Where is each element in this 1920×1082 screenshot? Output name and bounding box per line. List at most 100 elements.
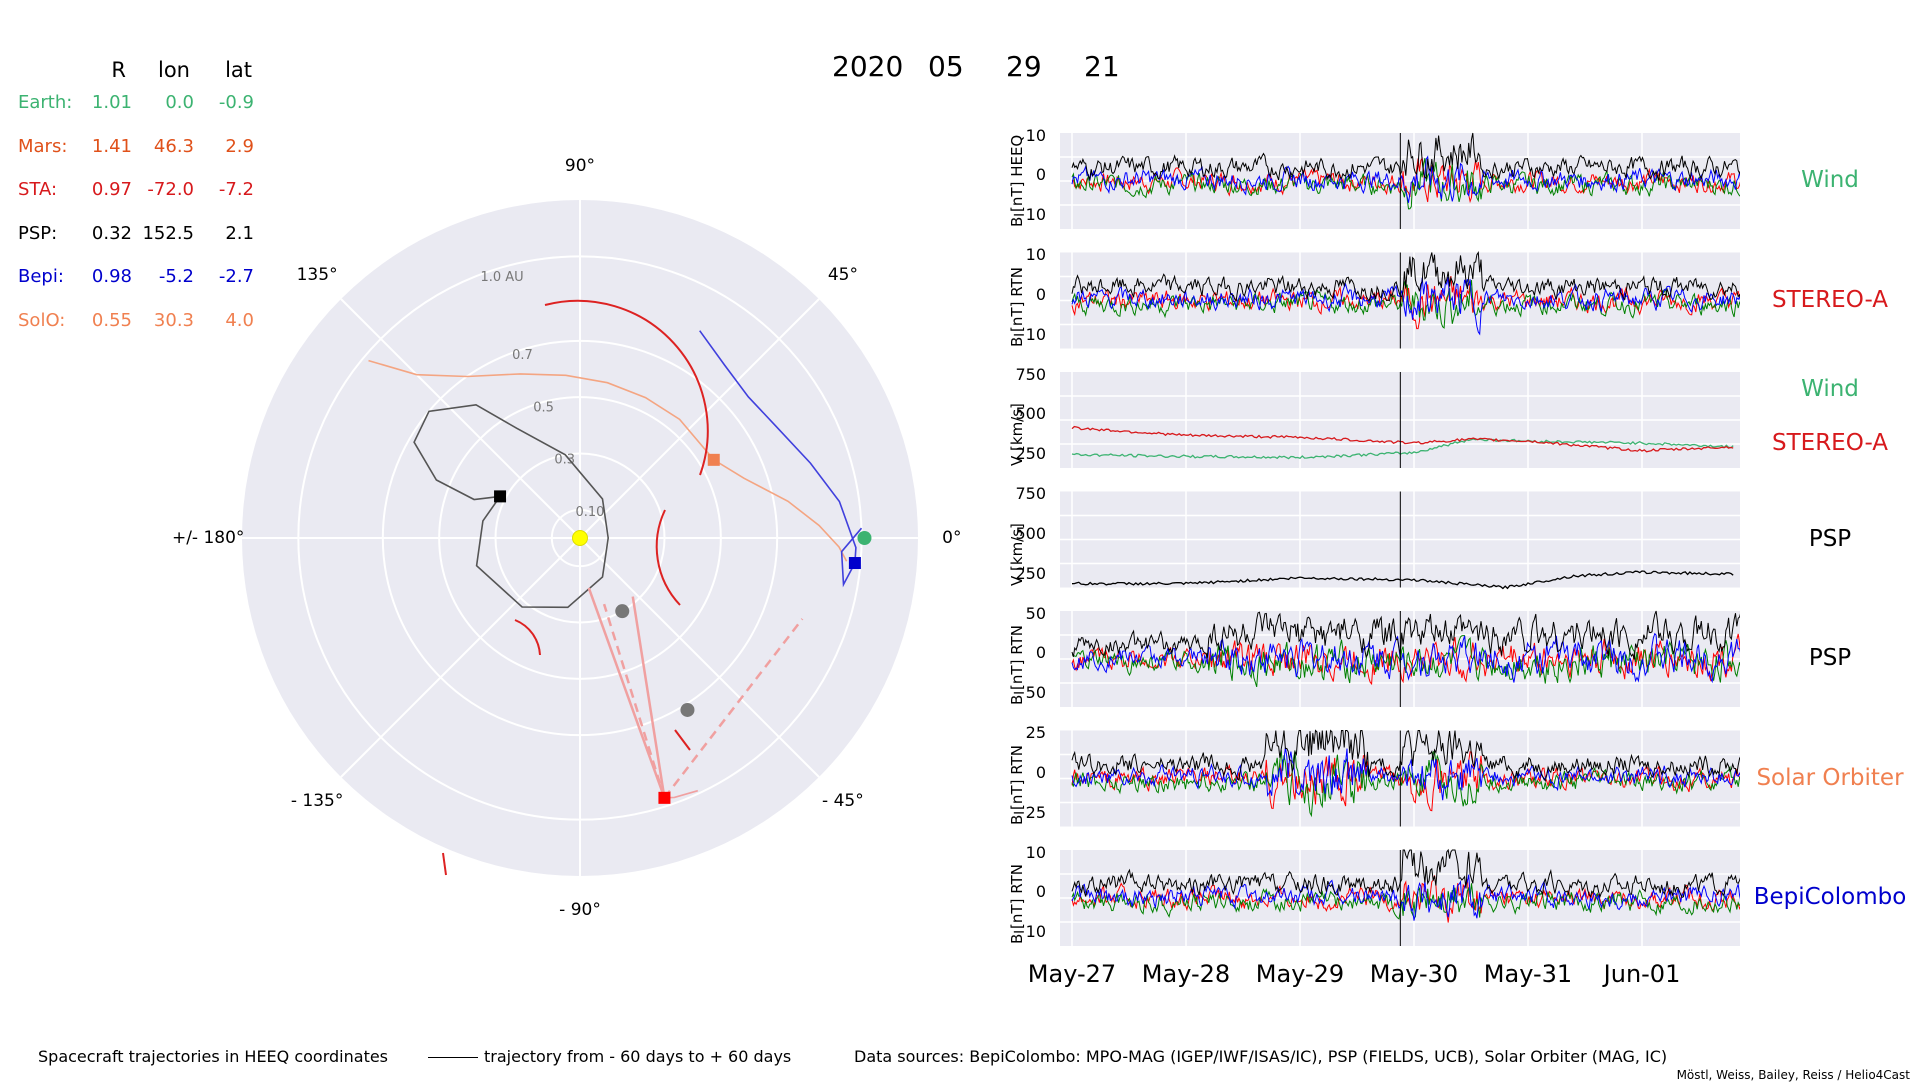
panel-ytick: 50: [1025, 603, 1046, 623]
header-day: 29: [1006, 50, 1042, 83]
series-line: [1071, 632, 1740, 684]
table-cell-lat: 2.1: [225, 222, 254, 244]
panel-instrument-label: Wind: [1801, 167, 1859, 193]
trajectory-bepi: [699, 330, 863, 588]
panel-ytick: 0: [1035, 882, 1046, 901]
table-cell-name: SolO:: [18, 309, 66, 331]
table-cell-lat: 4.0: [225, 309, 254, 331]
angle-label: 45°: [827, 265, 858, 286]
table-cell-r: 0.97: [91, 179, 132, 200]
sta-fov-line: [631, 596, 666, 799]
polar-ring: [381, 339, 779, 737]
planet-sun: [572, 530, 588, 546]
table-cell-lon: 30.3: [153, 309, 194, 331]
header-year: 2020: [832, 50, 904, 83]
panel-instrument-label: Wind: [1801, 376, 1859, 402]
radial-label: 0.10: [575, 505, 604, 520]
panel-ytick: −10: [1012, 922, 1046, 942]
series-line: [1071, 635, 1740, 688]
header-month: 05: [928, 50, 964, 83]
table-cell-name: STA:: [18, 179, 58, 200]
series-line: [1071, 250, 1740, 302]
table-cell-lat: 2.9: [225, 135, 254, 157]
footer-sources: Data sources: BepiColombo: MPO-MAG (IGEP…: [854, 1047, 1668, 1066]
cme-arc-outer: [544, 299, 709, 476]
table-cell-lon: -72.0: [147, 179, 194, 200]
table-header-r: R: [111, 58, 126, 82]
table-header-lon: lon: [158, 58, 190, 82]
planet-bepi: [848, 557, 861, 570]
panel-instrument-label: Solar Orbiter: [1756, 764, 1904, 791]
panel-ytick: −10: [1012, 324, 1046, 344]
radial-label: 0.7: [512, 348, 533, 363]
planet-psp: [494, 490, 507, 503]
series-line: [1071, 155, 1740, 203]
angle-label: - 135°: [290, 790, 344, 811]
table-cell-lon: 46.3: [153, 135, 194, 157]
timeseries-plots: [1060, 132, 1740, 946]
panel-ytick: 0: [1035, 762, 1046, 782]
panel-ytick: −10: [1012, 205, 1046, 225]
x-tick-label: May-30: [1369, 960, 1459, 988]
panel-instrument-label: PSP: [1808, 645, 1852, 671]
footer-title: Spacecraft trajectories in HEEQ coordina…: [38, 1047, 389, 1066]
panel-ytick: 25: [1025, 723, 1046, 743]
radial-label: 0.3: [554, 453, 575, 468]
table-cell-name: PSP:: [18, 222, 58, 244]
planet-earth: [857, 531, 872, 545]
panel-ytick: −25: [1012, 802, 1046, 822]
legend-line-sample: [428, 1057, 478, 1058]
panel-ytick: 500: [1015, 523, 1046, 543]
series-line: [1071, 874, 1740, 921]
table-cell-lat: -0.9: [218, 92, 254, 113]
table-cell-name: Earth:: [18, 92, 73, 113]
angle-label: +/- 180°: [171, 528, 245, 548]
x-tick-label: May-28: [1141, 960, 1231, 988]
polar-plot: 1.0 AU 0.7 0.5 0.3 0.10: [242, 200, 918, 876]
angle-label: - 45°: [822, 790, 864, 811]
angle-label: 0°: [942, 528, 962, 548]
series-line: [1071, 875, 1740, 923]
planet-sta: [658, 791, 671, 804]
table-header-lat: lat: [225, 58, 252, 82]
series-line: [1071, 132, 1740, 183]
series-line: [1071, 570, 1734, 590]
panel-ytick: 0: [1035, 643, 1046, 662]
angle-label: - 90°: [559, 899, 601, 920]
trajectory-solo: [368, 359, 848, 562]
series-line: [1071, 438, 1734, 460]
panel-ytick: 750: [1015, 364, 1046, 384]
angle-label: 90°: [564, 156, 596, 177]
planet-mercury: [615, 604, 630, 619]
panel-instrument-label: PSP: [1808, 525, 1852, 552]
series-line: [1071, 156, 1740, 204]
table-cell-name: Mars:: [18, 135, 68, 157]
sta-fov-line: [587, 587, 666, 799]
series-line: [1071, 610, 1740, 660]
table-cell-r: 0.55: [91, 309, 132, 331]
sta-fov-dashed-line: [663, 618, 804, 799]
panel-ytick: 250: [1015, 444, 1046, 464]
table-cell-r: 1.41: [91, 135, 132, 157]
table-cell-r: 0.32: [91, 222, 132, 244]
table-cell-lat: -2.7: [218, 266, 254, 287]
panel-instrument-label: STEREO-A: [1772, 430, 1888, 456]
series-line: [1071, 747, 1740, 801]
polar-ring: [494, 452, 666, 624]
series-line: [1071, 848, 1740, 899]
panel-ytick: 10: [1025, 125, 1046, 145]
table-cell-lon: 152.5: [142, 222, 194, 244]
cme-arc-edge-1: [674, 729, 691, 751]
panel-ytick: 10: [1025, 842, 1046, 862]
table-cell-r: 0.98: [91, 266, 132, 287]
panel-ytick: 0: [1035, 284, 1046, 304]
table-cell-r: 1.01: [91, 92, 132, 113]
panel-ytick: 0: [1035, 165, 1046, 184]
table-cell-lat: -7.2: [218, 179, 254, 200]
cme-arc-small: [514, 619, 541, 656]
series-line: [1071, 425, 1734, 453]
radial-label: 1.0 AU: [480, 270, 523, 285]
series-line: [1071, 729, 1740, 783]
trajectory-psp: [413, 403, 610, 609]
series-line: [1071, 276, 1740, 336]
